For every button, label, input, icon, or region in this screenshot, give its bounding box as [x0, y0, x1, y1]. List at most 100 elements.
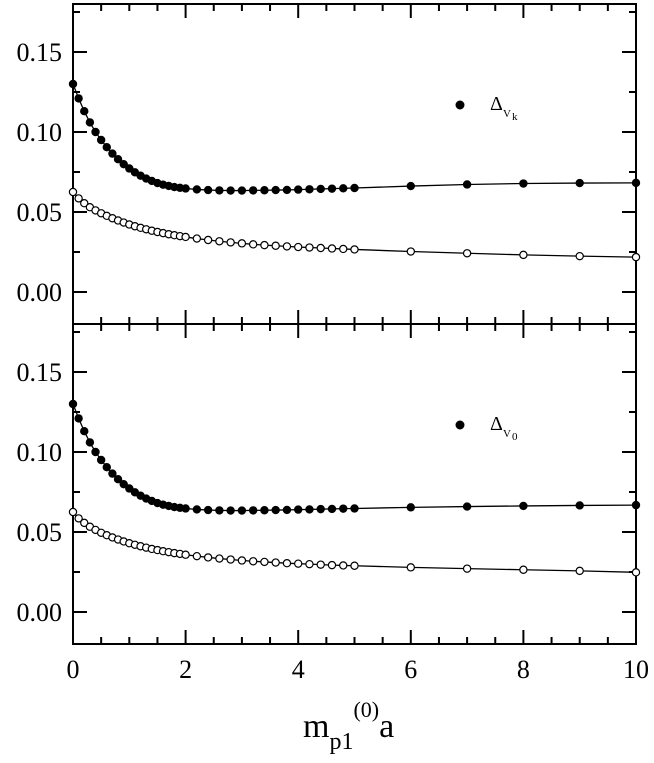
- data-point-filled: [119, 159, 128, 169]
- data-point-open: [226, 238, 235, 247]
- legend-sub: V: [503, 428, 511, 440]
- data-point-open: [575, 566, 584, 576]
- data-point-filled: [96, 455, 106, 465]
- data-point-open: [305, 243, 314, 252]
- data-point-open: [271, 241, 280, 250]
- data-point-open: [80, 518, 89, 528]
- data-point-filled: [282, 505, 292, 515]
- data-point-open: [74, 514, 83, 523]
- data-point-filled: [519, 501, 528, 511]
- data-point-open: [294, 242, 303, 252]
- data-point-filled: [96, 135, 106, 145]
- data-point-open: [339, 244, 348, 254]
- data-point-filled: [192, 505, 202, 514]
- data-point-open: [203, 235, 213, 245]
- legend-label: Δ: [490, 413, 503, 435]
- data-point-filled: [237, 506, 247, 515]
- data-point-filled: [327, 184, 337, 193]
- data-point-open: [226, 555, 235, 564]
- data-point-open: [316, 243, 325, 253]
- data-point-filled: [215, 186, 224, 195]
- data-point-open: [575, 251, 584, 261]
- x-tick-label: 10: [623, 655, 649, 684]
- data-point-filled: [91, 127, 100, 137]
- data-point-filled: [271, 185, 280, 195]
- data-point-filled: [74, 94, 83, 103]
- data-point-filled: [91, 447, 100, 457]
- y-tick-label: 0.00: [17, 598, 63, 627]
- data-point-filled: [462, 180, 472, 189]
- data-point-filled: [74, 414, 83, 423]
- data-point-open: [237, 556, 247, 565]
- data-point-filled: [102, 142, 111, 152]
- data-point-filled: [80, 427, 89, 436]
- data-point-filled: [575, 178, 584, 188]
- data-point-open: [462, 249, 472, 258]
- x-tick-label: 2: [179, 655, 192, 684]
- data-point-filled: [248, 506, 258, 515]
- data-point-filled: [316, 184, 325, 194]
- data-point-open: [215, 554, 224, 563]
- data-point-filled: [80, 106, 89, 116]
- data-point-open: [327, 244, 337, 253]
- data-point-open: [260, 240, 269, 250]
- data-point-filled: [260, 186, 269, 195]
- y-tick-label: 0.00: [17, 278, 63, 307]
- plot-frame: [72, 3, 637, 325]
- data-point-filled: [462, 502, 472, 511]
- data-point-open: [350, 561, 359, 570]
- data-point-filled: [68, 79, 78, 89]
- data-point-open: [74, 194, 83, 203]
- data-point-filled: [203, 185, 213, 195]
- data-point-open: [260, 557, 269, 567]
- y-tick-label: 0.10: [17, 118, 63, 147]
- data-point-filled: [192, 185, 202, 194]
- data-point-open: [282, 242, 292, 251]
- data-point-filled: [215, 506, 224, 515]
- data-point-filled: [68, 399, 78, 409]
- y-tick-label: 0.05: [17, 198, 63, 227]
- data-point-open: [294, 559, 303, 568]
- series-line-filled: [72, 403, 637, 512]
- data-point-open: [327, 560, 337, 570]
- data-point-open: [68, 507, 78, 517]
- data-point-filled: [305, 505, 314, 514]
- data-point-filled: [294, 505, 303, 514]
- x-tick-label: 8: [517, 655, 530, 684]
- data-point-open: [192, 551, 202, 561]
- data-point-filled: [203, 505, 213, 515]
- data-point-filled: [339, 504, 348, 513]
- data-point-open: [237, 239, 247, 248]
- panel-bottom: 0.00 0.05 0.10 0.15 Δ V 0: [17, 323, 641, 645]
- data-point-open: [248, 557, 258, 566]
- data-point-filled: [102, 463, 111, 472]
- data-point-filled: [237, 186, 247, 195]
- data-point-filled: [327, 504, 337, 514]
- data-point-filled: [305, 185, 314, 194]
- data-point-filled: [85, 438, 95, 447]
- data-point-open: [406, 247, 415, 256]
- y-tick-label: 0.15: [17, 38, 63, 67]
- series-line-filled: [72, 83, 637, 192]
- data-point-filled: [108, 469, 117, 478]
- data-point-filled: [282, 185, 292, 195]
- data-point-open: [192, 234, 202, 243]
- data-point-open: [282, 559, 292, 568]
- data-point-open: [350, 245, 359, 254]
- data-point-open: [406, 563, 415, 572]
- legend-marker: [455, 100, 465, 110]
- data-point-open: [203, 553, 213, 562]
- data-point-open: [519, 250, 528, 260]
- data-point-filled: [108, 149, 117, 158]
- data-point-filled: [85, 118, 95, 127]
- data-point-open: [519, 565, 528, 574]
- legend-label: Δ: [490, 93, 503, 115]
- data-point-filled: [113, 475, 123, 484]
- x-tick-label: 6: [404, 655, 417, 684]
- data-point-filled: [248, 186, 258, 195]
- x-tick-label: 0: [67, 655, 80, 684]
- legend-sub: V: [503, 108, 511, 120]
- data-point-filled: [316, 504, 325, 514]
